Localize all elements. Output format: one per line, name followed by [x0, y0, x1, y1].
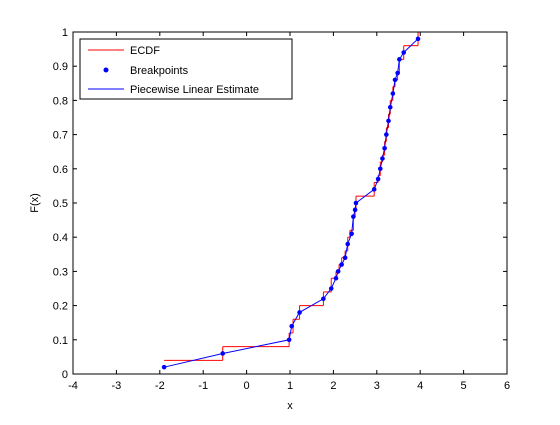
breakpoint-marker: [380, 156, 385, 161]
x-tick-label: 5: [461, 380, 467, 392]
breakpoint-marker: [351, 214, 356, 219]
breakpoint-marker: [397, 57, 402, 62]
x-axis-label: x: [287, 400, 293, 412]
breakpoint-marker: [335, 269, 341, 274]
x-tick-label: -4: [68, 380, 78, 392]
x-tick-label: 3: [374, 380, 380, 392]
breakpoint-marker: [401, 50, 407, 55]
y-tick-label: 1: [62, 27, 68, 39]
y-tick-label: 0: [62, 369, 68, 381]
x-ticks: -4 -3 -2 -1 0 1 2 3 4 5 6: [68, 32, 510, 392]
y-tick-label: 0.3: [53, 266, 68, 278]
breakpoint-marker: [342, 255, 348, 261]
x-tick-label: -2: [155, 380, 165, 392]
x-tick-label: 6: [504, 380, 510, 392]
legend-label-breakpoints: Breakpoints: [130, 65, 189, 77]
legend-swatch-breakpoints: [103, 67, 109, 73]
breakpoint-marker: [371, 187, 377, 192]
axes-box: [72, 31, 508, 375]
breakpoint-marker: [352, 207, 358, 213]
breakpoint-marker: [328, 286, 334, 291]
y-tick-label: 0.8: [53, 95, 68, 107]
legend-label-ecdf: ECDF: [130, 45, 160, 57]
y-tick-label: 0.1: [53, 335, 68, 347]
y-axis-label: F(x): [29, 193, 41, 213]
breakpoint-marker: [390, 91, 396, 96]
x-tick-label: 1: [287, 380, 293, 392]
y-tick-label: 0.5: [53, 198, 68, 210]
y-tick-label: 0.6: [53, 164, 68, 176]
y-tick-label: 0.7: [53, 130, 68, 142]
breakpoint-marker: [382, 145, 387, 151]
x-tick-label: 2: [330, 380, 336, 392]
x-tick-label: -3: [112, 380, 122, 392]
breakpoint-marker: [339, 262, 344, 267]
breakpoint-marker: [384, 132, 389, 137]
y-tick-label: 0.4: [53, 232, 68, 244]
y-ticks: 0 0.1 0.2 0.3 0.4 0.5 0.6 0.7 0.8 0.9 1: [53, 27, 507, 381]
x-tick-label: 4: [417, 380, 423, 392]
series-layer: [161, 32, 421, 370]
y-tick-label: 0.2: [53, 301, 68, 313]
breakpoint-marker: [353, 200, 359, 206]
breakpoint-marker: [375, 176, 381, 182]
breakpoint-marker: [161, 364, 167, 370]
breakpoint-marker: [333, 275, 339, 281]
breakpoint-marker: [220, 351, 226, 356]
breakpoint-marker: [297, 310, 302, 315]
breakpoint-marker: [349, 231, 354, 237]
x-tick-label: -1: [198, 380, 208, 392]
x-tick-label: 0: [244, 380, 250, 392]
breakpoint-marker: [321, 296, 326, 302]
legend: ECDF Breakpoints Piecewise Linear Estima…: [79, 38, 293, 100]
breakpoint-marker: [286, 337, 292, 343]
breakpoint-marker: [415, 36, 421, 42]
breakpoint-marker: [386, 118, 391, 124]
breakpoint-marker: [377, 166, 383, 172]
breakpoint-marker: [345, 241, 351, 247]
breakpoint-marker: [289, 323, 295, 329]
breakpoint-marker: [392, 77, 398, 83]
breakpoint-marker: [395, 70, 400, 76]
breakpoint-marker: [387, 104, 393, 110]
y-tick-label: 0.9: [53, 61, 68, 73]
legend-label-linear: Piecewise Linear Estimate: [130, 84, 259, 96]
